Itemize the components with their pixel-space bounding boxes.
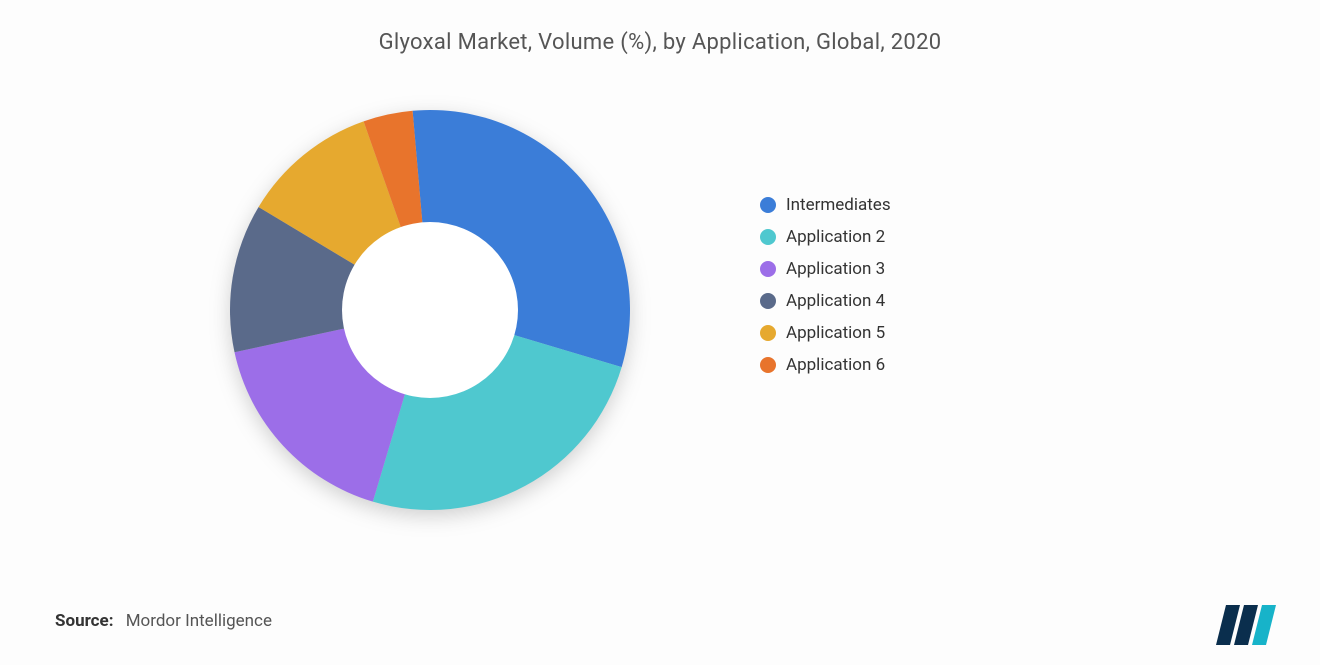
source-value: Mordor Intelligence [126,611,272,631]
legend-swatch [760,293,776,309]
donut-svg [210,90,650,530]
legend-label: Application 2 [786,227,885,247]
brand-logo [1216,599,1280,647]
chart-canvas: Glyoxal Market, Volume (%), by Applicati… [0,0,1320,665]
legend-label: Application 4 [786,291,885,311]
brand-logo-svg [1216,599,1280,647]
legend-item: Application 6 [760,355,891,375]
legend-swatch [760,197,776,213]
source-line: Source: Mordor Intelligence [55,611,272,631]
legend-item: Application 2 [760,227,891,247]
legend-swatch [760,325,776,341]
legend: Intermediates Application 2 Application 3 A… [760,195,891,375]
legend-item: Application 4 [760,291,891,311]
legend-item: Intermediates [760,195,891,215]
legend-item: Application 3 [760,259,891,279]
legend-swatch [760,229,776,245]
donut-hole [342,222,518,398]
donut-chart [210,90,650,530]
legend-swatch [760,357,776,373]
legend-label: Intermediates [786,195,891,215]
legend-label: Application 6 [786,355,885,375]
source-key: Source: [55,611,113,631]
legend-label: Application 5 [786,323,885,343]
chart-title: Glyoxal Market, Volume (%), by Applicati… [0,30,1320,55]
legend-swatch [760,261,776,277]
legend-item: Application 5 [760,323,891,343]
legend-label: Application 3 [786,259,885,279]
